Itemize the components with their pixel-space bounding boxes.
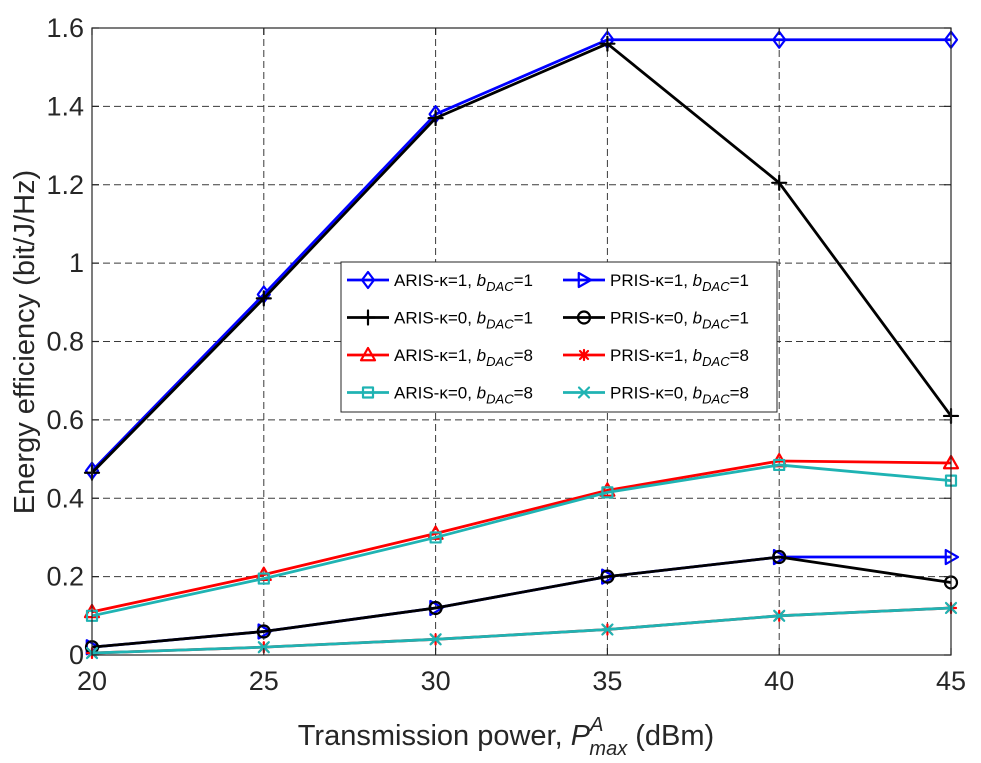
series-line bbox=[91, 42, 953, 474]
legend-item: ARIS-κ=1, bDAC=1 bbox=[347, 270, 533, 294]
data-point bbox=[257, 641, 270, 654]
data-point bbox=[257, 572, 270, 585]
series-line bbox=[91, 459, 952, 614]
legend-label: ARIS-κ=0, bDAC=1 bbox=[394, 309, 533, 332]
x-tick-label: 20 bbox=[77, 666, 107, 696]
legend-marker bbox=[577, 271, 593, 289]
legend-marker bbox=[577, 348, 591, 362]
x-tick-label: 40 bbox=[764, 666, 794, 696]
x-tick-label: 35 bbox=[592, 666, 622, 696]
y-tick-label: 1.2 bbox=[46, 170, 84, 200]
data-point bbox=[599, 482, 616, 497]
data-point bbox=[427, 110, 444, 127]
data-point bbox=[944, 548, 960, 566]
legend-item: PRIS-κ=1, bDAC=1 bbox=[563, 271, 749, 294]
legend: ARIS-κ=1, bDAC=1 ARIS-κ=0, bDAC=1 ARIS-κ=1… bbox=[340, 261, 778, 413]
legend-label: ARIS-κ=1, bDAC=8 bbox=[394, 346, 533, 369]
y-tick-label: 1.4 bbox=[46, 91, 84, 121]
data-point bbox=[256, 624, 271, 639]
legend-item: ARIS-κ=1, bDAC=8 bbox=[347, 346, 533, 369]
legend-item: PRIS-κ=0, bDAC=1 bbox=[563, 309, 749, 332]
data-point bbox=[429, 633, 442, 646]
data-point bbox=[429, 531, 442, 544]
x-axis-label: Transmission power, PA max (dBm) bbox=[298, 714, 714, 760]
legend-marker bbox=[577, 386, 591, 399]
x-tick-label: 30 bbox=[421, 666, 451, 696]
y-axis-label: Energy efficiency (bit/J/Hz) bbox=[9, 170, 41, 514]
data-point bbox=[773, 458, 786, 472]
x-tick-label: 45 bbox=[936, 666, 966, 696]
x-tick-label: 25 bbox=[249, 666, 279, 696]
series-1 bbox=[83, 35, 960, 481]
y-tick-label: 1 bbox=[69, 248, 84, 278]
legend-item: ARIS-κ=0, bDAC=8 bbox=[347, 384, 533, 407]
series-7 bbox=[85, 601, 958, 660]
legend-item: PRIS-κ=1, bDAC=8 bbox=[563, 346, 749, 369]
legend-marker bbox=[359, 309, 377, 326]
y-tick-label: 0.2 bbox=[46, 562, 84, 592]
y-tick-label: 0 bbox=[69, 640, 84, 670]
y-tick-label: 1.6 bbox=[46, 13, 84, 43]
y-tick-label: 0.4 bbox=[46, 483, 84, 513]
legend-label: ARIS-κ=0, bDAC=8 bbox=[394, 384, 533, 407]
legend-label: PRIS-κ=0, bDAC=1 bbox=[610, 309, 749, 332]
tick-labels: 20 25 30 35 40 45 0 0.2 0.4 0.6 0.8 1 1.2 1.4 1.6 bbox=[46, 13, 966, 696]
legend-marker bbox=[361, 386, 375, 399]
series-line bbox=[91, 555, 952, 649]
series-layer bbox=[83, 30, 960, 660]
series-line bbox=[90, 38, 951, 472]
data-point bbox=[255, 290, 272, 307]
data-point bbox=[601, 623, 614, 636]
series-3 bbox=[85, 458, 958, 622]
data-point bbox=[772, 549, 787, 565]
legend-label: ARIS-κ=1, bDAC=1 bbox=[394, 271, 533, 294]
y-tick-label: 0.8 bbox=[46, 327, 84, 357]
data-point bbox=[771, 174, 788, 191]
series-line bbox=[91, 606, 952, 655]
legend-label: PRIS-κ=0, bDAC=8 bbox=[610, 384, 749, 407]
data-point bbox=[772, 30, 787, 49]
legend-label: PRIS-κ=1, bDAC=1 bbox=[610, 271, 749, 294]
legend-box bbox=[340, 261, 778, 413]
legend-marker bbox=[576, 310, 592, 325]
legend-label: PRIS-κ=1, bDAC=8 bbox=[610, 346, 749, 369]
data-point bbox=[599, 35, 616, 52]
legend-marker bbox=[360, 270, 376, 290]
legend-item: PRIS-κ=0, bDAC=8 bbox=[563, 384, 749, 407]
data-point bbox=[428, 600, 443, 616]
data-point bbox=[601, 486, 614, 499]
legend-item: ARIS-κ=0, bDAC=1 bbox=[347, 309, 533, 332]
data-point bbox=[600, 569, 615, 584]
legend-marker bbox=[359, 346, 377, 362]
data-point bbox=[773, 609, 786, 622]
y-tick-label: 0.6 bbox=[46, 405, 84, 435]
series-line bbox=[91, 463, 952, 618]
